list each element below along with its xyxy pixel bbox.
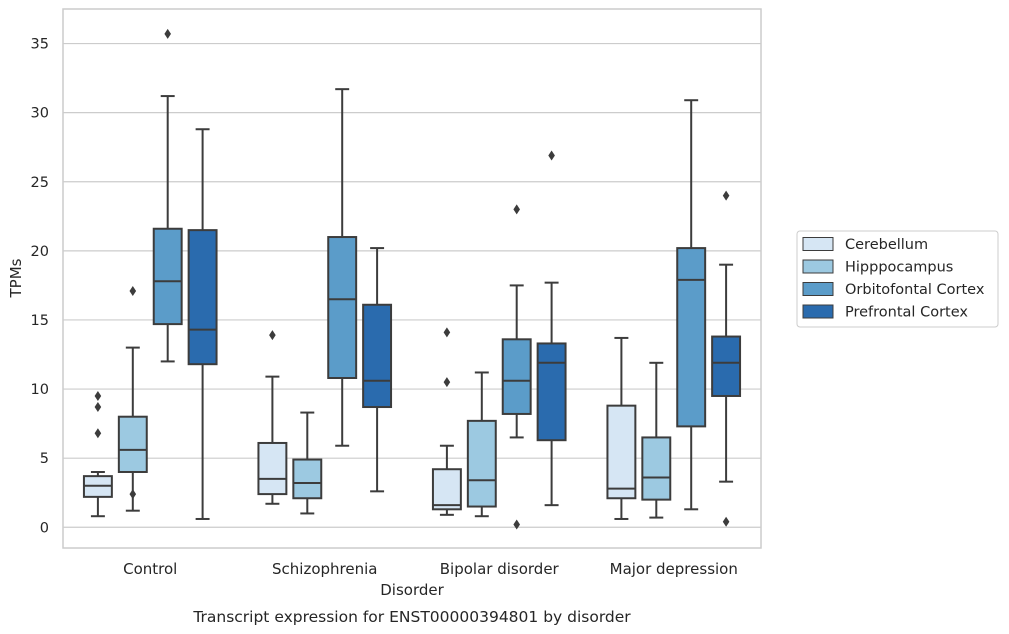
iqr-box [676, 247, 707, 428]
box-3-1 [641, 361, 672, 519]
iqr-box [117, 415, 148, 473]
iqr-box [536, 342, 567, 442]
legend-label-0: Cerebellum [845, 237, 928, 253]
box-2-2 [501, 204, 532, 530]
x-tick-labels: Control Schizophrenia Bipolar disorder Majo… [123, 560, 738, 578]
iqr-box [606, 404, 637, 500]
outlier-0 [94, 428, 102, 439]
box-0-3 [187, 128, 218, 520]
x-tick-label-3: Major depression [610, 560, 738, 578]
box-0-2 [152, 28, 183, 363]
outlier-2 [94, 390, 102, 401]
iqr-box [292, 458, 323, 500]
box-1-2 [327, 88, 358, 447]
box-1-0 [257, 330, 288, 505]
x-tick-label-1: Schizophrenia [272, 560, 377, 578]
iqr-box [362, 303, 393, 409]
box-2-3 [536, 150, 567, 507]
plot-area-frame [62, 8, 762, 549]
y-tick-label-35: 35 [31, 37, 49, 53]
box-0-0 [82, 390, 113, 518]
x-tick-label-0: Control [123, 560, 177, 578]
iqr-box [152, 227, 183, 326]
outlier-0 [129, 489, 137, 500]
y-axis-label: TPMs [7, 258, 25, 298]
iqr-box [641, 436, 672, 501]
legend-label-3: Prefrontal Cortex [845, 305, 968, 321]
legend-swatch-1 [802, 259, 834, 274]
iqr-box [327, 236, 358, 380]
box-2-1 [466, 371, 497, 518]
outlier-1 [94, 402, 102, 413]
y-tick-label-5: 5 [40, 451, 49, 467]
legend-swatch-2 [802, 282, 834, 296]
outlier-0 [513, 519, 520, 530]
boxes [82, 28, 742, 530]
iqr-box [711, 335, 742, 397]
y-tick-label-15: 15 [31, 313, 49, 329]
legend-swatch-3 [802, 304, 834, 319]
y-tick-label-25: 25 [31, 175, 49, 191]
outlier-0 [548, 150, 555, 161]
outlier-1 [513, 204, 520, 215]
box-3-0 [606, 336, 637, 520]
y-tick-label-0: 0 [40, 520, 49, 536]
legend-swatch-0 [802, 237, 834, 251]
y-tick-labels: 0 5 10 15 20 25 30 35 [31, 37, 49, 537]
outlier-0 [443, 377, 451, 388]
iqr-box [501, 338, 532, 415]
y-tick-label-30: 30 [31, 106, 49, 122]
legend-label-1: Hipppocampus [845, 260, 953, 276]
box-2-0 [431, 327, 462, 516]
chart-caption: Transcript expression for ENST0000039480… [192, 608, 631, 626]
iqr-box [187, 229, 218, 366]
legend-label-2: Orbitofontal Cortex [845, 282, 985, 298]
outlier-0 [269, 330, 276, 341]
iqr-box [257, 441, 288, 496]
legend-frame [796, 230, 999, 328]
outlier-1 [443, 327, 451, 338]
iqr-box [431, 468, 462, 511]
box-3-3 [711, 190, 742, 527]
y-tick-label-20: 20 [31, 244, 49, 260]
x-tick-label-2: Bipolar disorder [440, 560, 560, 578]
box-1-3 [362, 247, 393, 493]
outlier-0 [164, 28, 171, 39]
box-1-1 [292, 411, 323, 515]
y-tick-label-10: 10 [31, 382, 49, 398]
box-3-2 [676, 99, 707, 511]
outlier-1 [722, 190, 730, 201]
iqr-box [466, 419, 497, 508]
outlier-1 [129, 285, 137, 296]
x-axis-label: Disorder [380, 581, 444, 599]
outlier-0 [722, 516, 730, 527]
box-0-1 [117, 285, 148, 512]
legend: Cerebellum Hipppocampus Orbitofontal Corte… [796, 230, 999, 328]
